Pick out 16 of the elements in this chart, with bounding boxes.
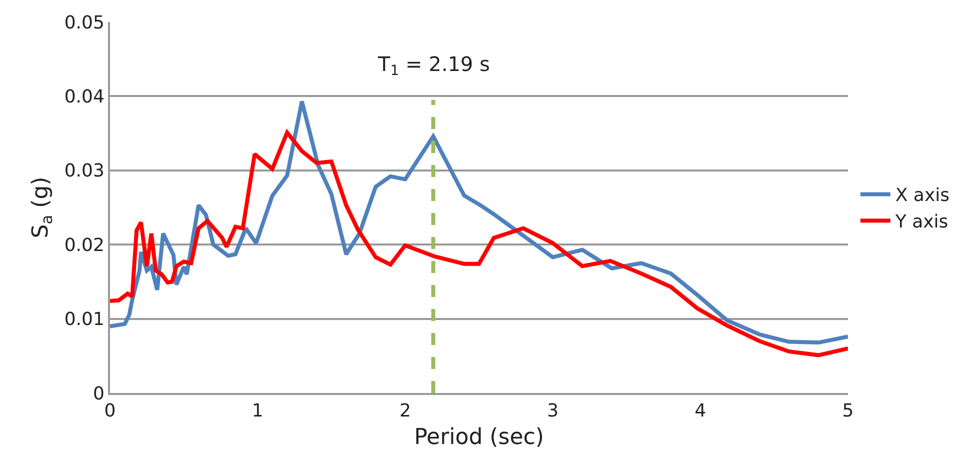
ref-line-label: T$_{1}$ = 2.19 s [377,52,490,80]
y-tick-label: 0.05 [64,12,104,34]
y-tick-label: 0.03 [64,160,104,182]
line-series [110,99,848,345]
legend-label: Y axis [894,212,948,233]
y-tick-label: 0.02 [64,234,104,256]
x-tick-label: 2 [399,400,411,422]
x-axis-title: Period (sec) [414,425,544,450]
y-tick-label: 0 [92,383,104,404]
x-tick-label: 1 [252,400,264,422]
x-tick-label: 5 [842,400,854,422]
legend-label: X axis [895,185,950,206]
x-tick-label: 3 [547,400,559,422]
x-tick-label: 4 [694,400,706,422]
y-tick-label: 0.01 [64,309,104,330]
y-tick-label: 0.04 [64,86,104,108]
